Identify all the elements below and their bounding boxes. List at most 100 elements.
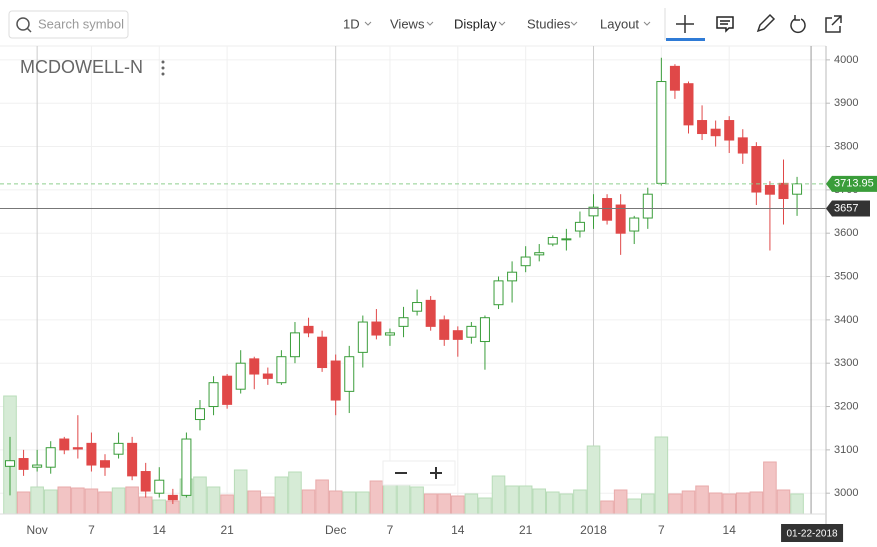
symbol-menu[interactable] bbox=[161, 60, 165, 76]
candle-body bbox=[208, 382, 219, 408]
candle-body bbox=[18, 458, 29, 470]
zoom-controls bbox=[382, 460, 456, 486]
candle-body bbox=[466, 325, 477, 338]
volume-bar bbox=[369, 480, 384, 515]
candle-body bbox=[751, 146, 762, 193]
candle-body bbox=[507, 271, 518, 282]
volume-bar bbox=[695, 485, 709, 515]
volume-bar bbox=[627, 498, 642, 515]
menu-button[interactable]: Views bbox=[390, 16, 425, 31]
volume-bar bbox=[193, 476, 207, 515]
volume-bar bbox=[573, 489, 587, 515]
x-tick-label: 14 bbox=[451, 523, 465, 537]
volume-bar bbox=[546, 491, 560, 515]
candle-body bbox=[398, 317, 409, 327]
volume-bar bbox=[532, 488, 547, 515]
crosshair-date-label: 01-22-2018 bbox=[786, 529, 838, 540]
search-icon bbox=[16, 17, 30, 31]
crosshair-price-label: 3657 bbox=[834, 202, 858, 214]
comment-tool[interactable] bbox=[716, 16, 734, 33]
candle-body bbox=[289, 332, 300, 358]
volume-bar bbox=[654, 436, 669, 515]
volume-bar bbox=[600, 500, 614, 515]
candle-body bbox=[574, 221, 585, 232]
volume-bar bbox=[491, 475, 506, 515]
volume-bar bbox=[84, 488, 99, 515]
candle-body bbox=[154, 479, 165, 494]
reset-tool[interactable] bbox=[790, 15, 806, 34]
volume-bar bbox=[641, 493, 655, 515]
x-tick-label: 7 bbox=[88, 523, 95, 537]
toolbar bbox=[0, 0, 877, 46]
candle-body bbox=[683, 83, 694, 126]
volume-bar bbox=[274, 476, 289, 515]
volume-bar bbox=[735, 492, 750, 515]
volume-bar bbox=[57, 486, 72, 515]
y-tick-label: 3200 bbox=[834, 400, 858, 412]
x-tick-label: 2018 bbox=[580, 523, 607, 537]
volume-bar bbox=[437, 493, 452, 515]
x-tick-label: Nov bbox=[26, 523, 47, 537]
volume-bar bbox=[681, 490, 696, 515]
search-placeholder: Search symbol bbox=[38, 16, 124, 31]
volume-bar bbox=[708, 492, 723, 515]
candle-body bbox=[140, 471, 151, 492]
candle-body bbox=[642, 193, 653, 219]
candle-body bbox=[493, 280, 504, 306]
candle-body bbox=[127, 442, 138, 477]
candle-body bbox=[357, 321, 368, 353]
volume-bar bbox=[138, 496, 153, 515]
candle-body bbox=[113, 442, 124, 455]
candle-body bbox=[452, 330, 463, 340]
crosshair-price-tag bbox=[826, 200, 870, 217]
menu-button[interactable]: Display bbox=[454, 16, 497, 31]
volume-bar bbox=[111, 487, 126, 515]
candle-body bbox=[724, 120, 735, 141]
popout-tool[interactable] bbox=[825, 15, 842, 33]
candle-body bbox=[249, 358, 260, 375]
candle-body bbox=[764, 185, 775, 195]
x-tick-label: 14 bbox=[723, 523, 737, 537]
volume-bar bbox=[315, 479, 329, 515]
volume-bar bbox=[722, 493, 736, 515]
volume-bar bbox=[261, 496, 275, 515]
candle-body bbox=[615, 204, 626, 234]
search-box[interactable] bbox=[8, 10, 129, 39]
volume-bar bbox=[30, 486, 44, 515]
volume-bar bbox=[410, 486, 424, 515]
candle-body bbox=[371, 321, 382, 336]
y-tick-label: 3000 bbox=[834, 487, 858, 499]
last-price-tag bbox=[826, 175, 877, 192]
volume-bar bbox=[668, 493, 682, 515]
candle-body bbox=[520, 256, 531, 267]
volume-bar bbox=[342, 491, 357, 515]
volume-bar bbox=[749, 491, 764, 515]
candle-body bbox=[303, 325, 314, 334]
candle-body bbox=[32, 464, 43, 468]
crosshair-tool[interactable] bbox=[676, 15, 694, 33]
y-tick-label: 3400 bbox=[834, 314, 858, 326]
interval-button[interactable]: 1D bbox=[343, 16, 360, 31]
candle-body bbox=[547, 237, 558, 245]
x-tick-label: 7 bbox=[658, 523, 665, 537]
draw-tool[interactable] bbox=[756, 13, 776, 33]
volume-bar bbox=[71, 487, 85, 515]
candle-body bbox=[72, 447, 83, 450]
menu-button[interactable]: Studies bbox=[527, 16, 571, 31]
menu-button[interactable]: Layout bbox=[600, 16, 639, 31]
volume-bar bbox=[152, 499, 167, 515]
y-tick-label: 3900 bbox=[834, 97, 858, 109]
volume-bar bbox=[464, 493, 479, 515]
candle-body bbox=[588, 206, 599, 217]
volume-bar bbox=[328, 490, 343, 515]
volume-bar bbox=[423, 493, 438, 515]
volume-bar bbox=[288, 471, 302, 515]
candle-body bbox=[792, 183, 803, 195]
zoom-in[interactable] bbox=[430, 467, 442, 479]
candle-body bbox=[439, 319, 450, 340]
volume-bar bbox=[776, 489, 791, 515]
volume-bar bbox=[451, 495, 465, 515]
candle-body bbox=[167, 494, 178, 501]
volume-bar bbox=[790, 493, 804, 515]
